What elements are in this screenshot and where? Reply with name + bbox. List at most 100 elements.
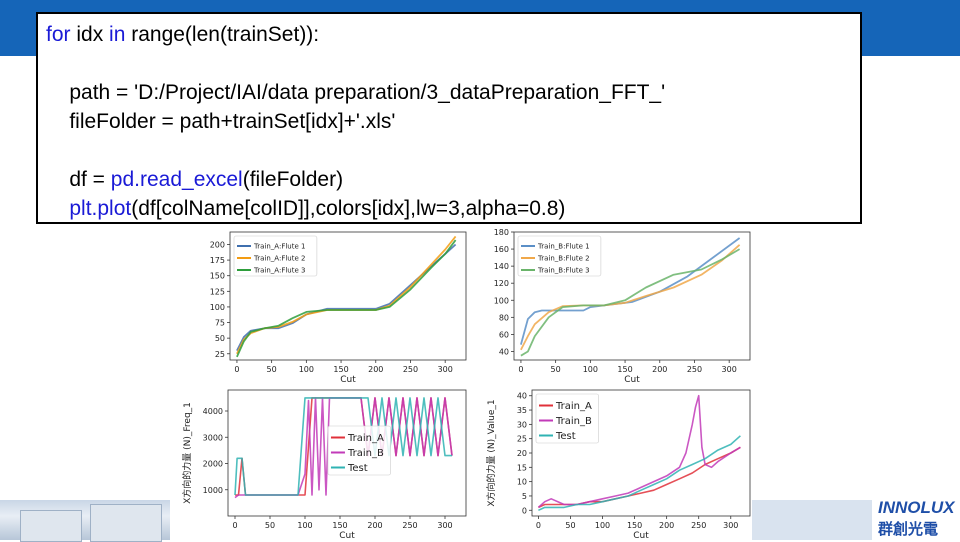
chart-freq-1: 0 50 100 150 200 250 300 1000 2000 3000 4000 Cut X方向… — [180, 386, 472, 540]
y-axis-label: X方向的力量 (N)_Value_1 — [485, 399, 497, 506]
x-tick-label: 250 — [403, 365, 418, 374]
code-snippet-box: for idx in range(len(trainSet)): path = … — [36, 12, 862, 224]
legend-label: Train_A:Flute 2 — [253, 254, 305, 262]
x-tick-label: 200 — [367, 521, 382, 530]
bottom-decor-strip — [752, 500, 872, 540]
code-text: path = 'D:/Project/IAI/data preparation/… — [46, 81, 666, 104]
y-tick-label: 140 — [494, 262, 509, 271]
x-tick-label: 50 — [265, 521, 275, 530]
y-tick-label: 5 — [522, 492, 527, 501]
x-tick-label: 150 — [332, 521, 347, 530]
x-tick-label: 200 — [659, 521, 674, 530]
x-axis-label: Cut — [340, 375, 356, 384]
legend-label: Train_B:Flute 2 — [537, 254, 590, 262]
y-tick-label: 180 — [494, 228, 509, 237]
series-line — [537, 394, 741, 508]
series-line — [520, 237, 741, 345]
x-axis-label: Cut — [633, 531, 649, 540]
building-photo — [0, 500, 170, 542]
x-tick-label: 250 — [691, 521, 706, 530]
y-tick-label: 100 — [210, 303, 225, 312]
y-tick-label: 35 — [517, 406, 527, 415]
code-text — [46, 197, 69, 220]
y-tick-label: 60 — [499, 330, 509, 339]
y-axis-label: X方向的力量 (N)_Freq_1 — [181, 402, 193, 504]
chart-svg: 0 50 100 150 200 250 300 0 5 10 15 20 25 30 35 40 Cut X方向… — [485, 389, 751, 540]
x-tick-label: 300 — [438, 365, 453, 374]
chart-svg: 0 50 100 150 200 250 300 25 50 75 100 125 150 175 200 C… — [210, 231, 467, 384]
x-tick-label: 50 — [565, 521, 575, 530]
y-tick-label: 160 — [494, 245, 509, 254]
x-tick-label: 0 — [234, 365, 239, 374]
code-keyword: in — [109, 23, 126, 46]
legend-label: Train_A — [555, 401, 592, 412]
x-tick-label: 100 — [297, 521, 312, 530]
y-tick-label: 4000 — [203, 407, 223, 416]
legend-label: Train_B:Flute 1 — [537, 242, 590, 250]
x-axis-label: Cut — [624, 375, 640, 384]
y-tick-label: 200 — [210, 240, 225, 249]
code-keyword: plt.plot — [69, 197, 132, 220]
y-tick-label: 10 — [517, 478, 527, 487]
legend-box — [517, 235, 602, 277]
x-tick-label: 100 — [583, 365, 598, 374]
y-tick-label: 15 — [517, 463, 527, 472]
legend-label: Test — [555, 431, 576, 442]
legend-label: Train_B:Flute 3 — [537, 266, 590, 274]
y-tick-label: 25 — [517, 435, 527, 444]
chart-svg: 0 50 100 150 200 250 300 40 60 80 100 120 140 160 180 C… — [494, 228, 751, 384]
x-tick-label: 200 — [652, 365, 667, 374]
x-tick-label: 0 — [232, 521, 237, 530]
code-line: fileFolder = path+trainSet[idx]+'.xls' — [46, 107, 852, 136]
x-tick-label: 150 — [617, 365, 632, 374]
series-line — [236, 239, 457, 358]
legend-label: Test — [347, 463, 368, 474]
legend-label: Train_A:Flute 1 — [253, 242, 305, 250]
logo-brand-cn: 群創光電 — [878, 520, 939, 538]
x-tick-label: 100 — [595, 521, 610, 530]
y-tick-label: 3000 — [203, 433, 223, 442]
y-tick-label: 125 — [210, 287, 225, 296]
y-tick-label: 40 — [517, 392, 527, 401]
x-tick-label: 0 — [518, 365, 523, 374]
x-axis-label: Cut — [339, 531, 355, 540]
y-tick-label: 175 — [210, 256, 225, 265]
chart-train-b-flutes: 0 50 100 150 200 250 300 40 60 80 100 120 140 160 180 C… — [484, 228, 756, 384]
y-tick-label: 20 — [517, 449, 527, 458]
code-line — [46, 49, 852, 78]
code-keyword: pd.read_excel — [110, 168, 243, 191]
chart-value-1: 0 50 100 150 200 250 300 0 5 10 15 20 25 30 35 40 Cut X方向… — [484, 386, 756, 540]
x-tick-label: 200 — [368, 365, 383, 374]
series-line — [234, 397, 452, 496]
legend-label: Train_A — [347, 433, 384, 444]
x-tick-label: 250 — [402, 521, 417, 530]
x-tick-label: 150 — [627, 521, 642, 530]
x-tick-label: 50 — [551, 365, 561, 374]
y-tick-label: 80 — [499, 313, 509, 322]
code-text: idx — [70, 23, 110, 46]
y-tick-label: 75 — [215, 319, 225, 328]
code-line — [46, 136, 852, 165]
x-tick-label: 250 — [687, 365, 702, 374]
y-tick-label: 2000 — [203, 460, 223, 469]
chart-train-a-flutes: 0 50 100 150 200 250 300 25 50 75 100 125 150 175 200 C… — [200, 228, 472, 384]
legend-label: Train_B — [555, 416, 592, 427]
y-tick-label: 100 — [494, 296, 509, 305]
x-tick-label: 100 — [299, 365, 314, 374]
code-line: plt.plot(df[colName[colID]],colors[idx],… — [46, 194, 852, 223]
y-tick-label: 0 — [522, 506, 527, 515]
y-tick-label: 50 — [215, 334, 225, 343]
code-line: df = pd.read_excel(fileFolder) — [46, 165, 852, 194]
x-tick-label: 300 — [722, 365, 737, 374]
chart-svg: 0 50 100 150 200 250 300 1000 2000 3000 4000 Cut X方向… — [181, 389, 467, 540]
code-line: path = 'D:/Project/IAI/data preparation/… — [46, 78, 852, 107]
x-tick-label: 300 — [723, 521, 738, 530]
code-keyword: for — [46, 23, 71, 46]
code-text: df = — [46, 168, 111, 191]
y-tick-label: 1000 — [203, 486, 223, 495]
legend-label: Train_B — [347, 448, 384, 459]
x-tick-label: 150 — [333, 365, 348, 374]
series-line — [538, 435, 741, 512]
logo-brand-text: INNOLUX — [878, 498, 955, 517]
legend-box — [233, 235, 318, 277]
